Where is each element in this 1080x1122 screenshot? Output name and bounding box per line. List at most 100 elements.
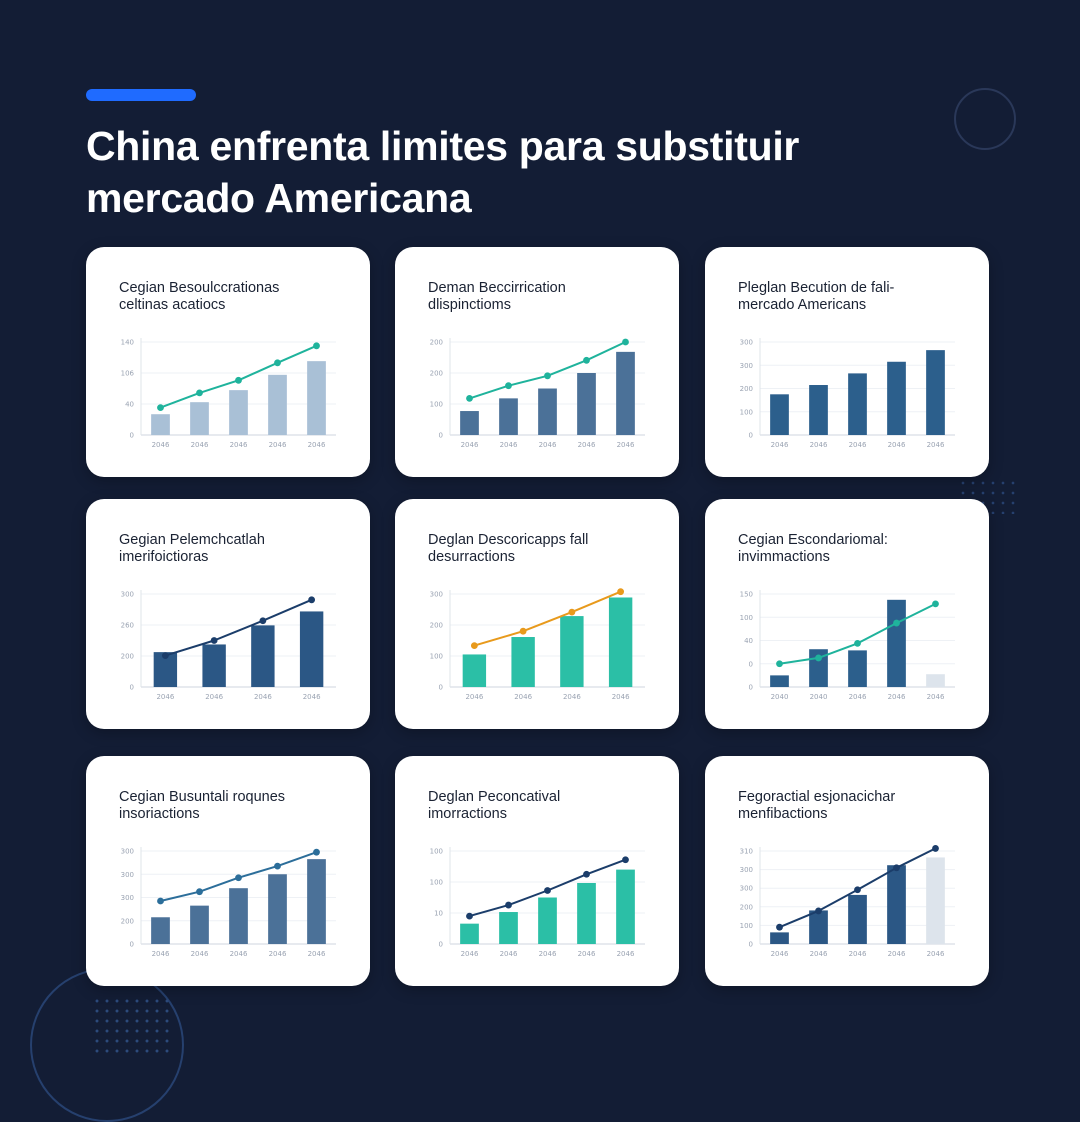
bar xyxy=(770,932,789,944)
trend-point xyxy=(470,642,478,650)
y-tick-label: 300 xyxy=(430,591,443,599)
x-tick-label: 2046 xyxy=(465,693,483,701)
y-tick-label: 100 xyxy=(430,879,443,887)
bar xyxy=(887,865,906,944)
y-tick-label: 100 xyxy=(740,922,753,930)
x-tick-label: 2046 xyxy=(254,693,272,701)
trend-point xyxy=(466,394,473,402)
trend-point xyxy=(622,856,629,864)
x-tick-label: 2046 xyxy=(849,950,867,958)
y-tick-label: 100 xyxy=(430,848,443,856)
page-title-line-2: mercado Americana xyxy=(86,175,472,221)
trend-point xyxy=(568,608,576,616)
x-tick-label: 2046 xyxy=(888,950,906,958)
trend-point xyxy=(196,888,203,896)
trend-point xyxy=(617,588,625,596)
x-tick-label: 2046 xyxy=(156,693,174,701)
x-tick-label: 2046 xyxy=(308,950,326,958)
trend-point xyxy=(583,870,590,878)
bar xyxy=(577,373,596,435)
y-tick-label: 200 xyxy=(430,339,443,347)
bar xyxy=(848,373,867,435)
trend-point xyxy=(854,886,861,894)
page-title-line-1: China enfrenta limites para substituir xyxy=(86,123,800,169)
y-tick-label: 0 xyxy=(749,684,753,692)
bar xyxy=(809,910,828,944)
y-tick-label: 200 xyxy=(740,385,753,393)
trend-line xyxy=(164,598,313,657)
chart-card: Deman Beccirrication dlispinctioms 0 100 2… xyxy=(395,247,679,477)
x-tick-label: 2046 xyxy=(617,950,635,958)
card-title-line-2: insoriactions xyxy=(119,806,200,822)
chart-card: Cegian Escondariomal: invimmactions 0 0 40… xyxy=(705,499,989,729)
y-tick-label: 100 xyxy=(430,653,443,661)
card-title-line-2: invimmactions xyxy=(738,549,830,565)
bar xyxy=(770,675,789,687)
trend-point xyxy=(932,600,939,608)
card-title-line-2: menfibactions xyxy=(738,806,828,822)
card-title: Cegian Busuntali roqunes insoriactions xyxy=(119,789,359,823)
x-tick-label: 2046 xyxy=(269,441,287,449)
x-tick-label: 2046 xyxy=(810,441,828,449)
bar xyxy=(560,616,584,687)
trend-line xyxy=(473,590,622,647)
bar xyxy=(229,390,248,435)
x-tick-label: 2046 xyxy=(230,441,248,449)
bar xyxy=(151,414,170,435)
y-tick-label: 140 xyxy=(121,339,134,347)
x-tick-label: 2046 xyxy=(810,950,828,958)
y-tick-label: 300 xyxy=(740,362,753,370)
y-tick-label: 0 xyxy=(749,660,753,668)
y-tick-label: 300 xyxy=(121,871,134,879)
card-title: Cegian Escondariomal: invimmactions xyxy=(738,532,978,566)
x-tick-label: 2046 xyxy=(269,950,287,958)
bar xyxy=(926,350,945,435)
bar xyxy=(268,874,287,944)
trend-point xyxy=(776,923,783,931)
card-title-line-1: Cegian Busuntali roqunes xyxy=(119,789,286,805)
x-tick-label: 2046 xyxy=(578,441,596,449)
bar xyxy=(848,650,867,687)
y-tick-label: 310 xyxy=(740,848,753,856)
card-title-line-1: Gegian Pelemchcatlah xyxy=(119,532,265,548)
y-tick-label: 0 xyxy=(130,684,134,692)
trend-point xyxy=(622,338,629,346)
card-title-line-1: Deman Beccirrication xyxy=(428,280,566,296)
x-tick-label: 2046 xyxy=(500,950,518,958)
trend-point xyxy=(466,912,473,920)
trend-point xyxy=(815,907,822,915)
bar xyxy=(462,654,487,687)
card-title: Fegoractial esjonacichar menfibactions xyxy=(738,789,978,823)
card-title-line-1: Deglan Descoricapps fall xyxy=(428,532,589,548)
chart-card: Deglan Peconcatival imorractions 0 10 100 1… xyxy=(395,756,679,986)
x-tick-label: 2046 xyxy=(539,441,557,449)
bar xyxy=(202,644,226,687)
trend-point xyxy=(196,389,203,397)
card-title: Gegian Pelemchcatlah imerifoictioras xyxy=(119,532,359,566)
card-title-line-2: dlispinctioms xyxy=(428,297,511,313)
y-tick-label: 200 xyxy=(121,917,134,925)
bar xyxy=(770,394,789,435)
trend-point xyxy=(313,848,320,856)
bar xyxy=(229,888,248,944)
bar xyxy=(299,611,324,687)
x-tick-label: 2046 xyxy=(563,693,581,701)
trend-point xyxy=(505,382,512,390)
bar xyxy=(608,597,633,687)
trend-point xyxy=(519,627,527,635)
trend-point xyxy=(259,617,267,625)
y-tick-label: 300 xyxy=(740,885,753,893)
chart-card: Fegoractial esjonacichar menfibactions 0… xyxy=(705,756,989,986)
card-title-line-1: Cegian Besoulccrationas xyxy=(119,280,280,296)
bar xyxy=(151,917,170,944)
y-tick-label: 0 xyxy=(749,941,753,949)
card-title-line-1: Cegian Escondariomal: xyxy=(738,532,888,548)
chart-card: Deglan Descoricapps fall desurractions 0… xyxy=(395,499,679,729)
bar xyxy=(538,897,557,944)
trend-point xyxy=(308,596,316,604)
card-title-line-2: desurractions xyxy=(428,549,516,565)
x-tick-label: 2046 xyxy=(849,441,867,449)
y-tick-label: 300 xyxy=(740,866,753,874)
card-title-line-2: celtinas acatiocs xyxy=(119,297,226,313)
y-tick-label: 150 xyxy=(740,591,753,599)
